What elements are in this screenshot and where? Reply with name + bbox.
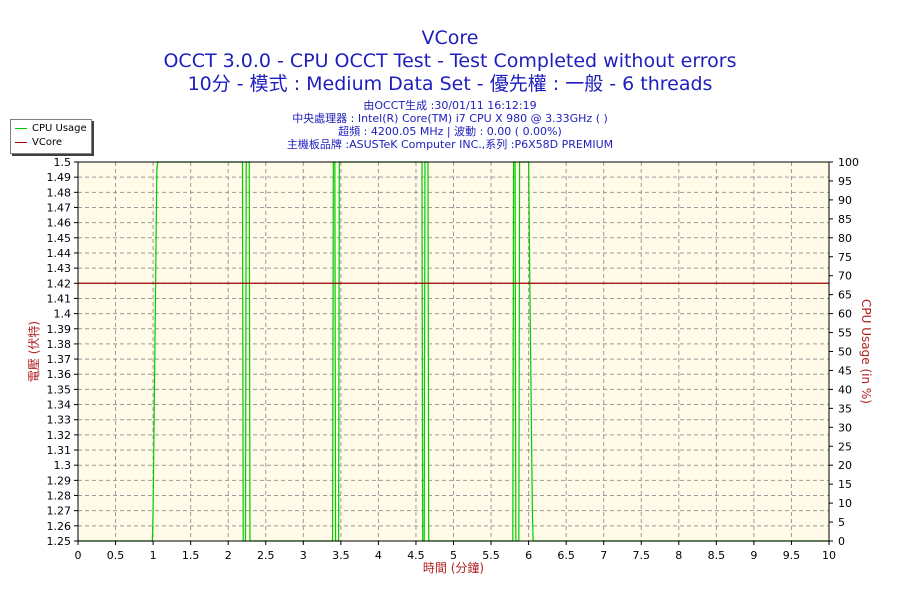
x-tick-label: 1: [150, 549, 157, 562]
y-left-tick-label: 1.43: [47, 262, 72, 275]
y-left-tick-label: 1.34: [47, 399, 72, 412]
y-left-tick-label: 1.44: [47, 247, 72, 260]
y-left-tick-label: 1.48: [47, 186, 72, 199]
y-left-tick-label: 1.4: [54, 308, 72, 321]
x-tick-label: 6: [525, 549, 532, 562]
y-left-tick-label: 1.41: [47, 292, 72, 305]
y-left-tick-label: 1.5: [54, 156, 72, 169]
y-right-tick-label: 65: [838, 289, 852, 302]
y-left-tick-label: 1.36: [47, 368, 72, 381]
y-left-tick-label: 1.27: [47, 505, 72, 518]
x-axis-label: 時間 (分鐘): [423, 560, 484, 575]
overclock-info-line: 超頻 : 4200.05 MHz | 波動 : 0.00 ( 0.00%): [338, 125, 562, 138]
x-tick-label: 6.5: [557, 549, 575, 562]
y-left-tick-label: 1.42: [47, 277, 72, 290]
chart-subtitle-mode-info: 10分 - 模式 : Medium Data Set - 優先權 : 一般 - …: [187, 73, 713, 95]
y-left-tick-label: 1.49: [47, 171, 72, 184]
y-right-tick-label: 80: [838, 232, 852, 245]
y-right-tick-label: 90: [838, 194, 852, 207]
x-tick-label: 4: [375, 549, 382, 562]
generated-by-line: 由OCCT生成 :30/01/11 16:12:19: [363, 99, 537, 112]
y-right-tick-label: 95: [838, 175, 852, 188]
x-tick-label: 5: [450, 549, 457, 562]
grid-lines: [78, 162, 829, 541]
x-tick-label: 1.5: [182, 549, 200, 562]
x-tick-label: 3.5: [332, 549, 350, 562]
chart-subtitle-test-info: OCCT 3.0.0 - CPU OCCT Test - Test Comple…: [163, 50, 737, 72]
x-tick-label: 0.5: [107, 549, 125, 562]
y-left-tick-label: 1.33: [47, 414, 72, 427]
y-left-tick-label: 1.38: [47, 338, 72, 351]
y-right-tick-label: 30: [838, 421, 852, 434]
y-left-tick-label: 1.37: [47, 353, 72, 366]
x-tick-label: 7.5: [633, 549, 651, 562]
y-left-tick-label: 1.29: [47, 474, 72, 487]
x-tick-label: 2: [225, 549, 232, 562]
y-left-tick-label: 1.28: [47, 490, 72, 503]
y-right-tick-label: 55: [838, 327, 852, 340]
legend-swatch-vcore: [15, 141, 27, 143]
y-left-tick-label: 1.46: [47, 217, 72, 230]
legend-swatch-cpu-usage: [15, 127, 27, 129]
x-tick-label: 8: [675, 549, 682, 562]
y-left-tick-label: 1.32: [47, 429, 72, 442]
y-left-tick-label: 1.26: [47, 520, 72, 533]
motherboard-info-line: 主機板品牌 :ASUSTeK Computer INC.,系列 :P6X58D …: [286, 138, 614, 151]
chart-legend: CPU Usage VCore: [10, 119, 92, 154]
x-tick-label: 7: [600, 549, 607, 562]
y-right-tick-label: 25: [838, 440, 852, 453]
x-tick-label: 5.5: [482, 549, 500, 562]
x-tick-label: 3: [300, 549, 307, 562]
y-axis-left-label: 電壓 (伏特): [26, 321, 41, 382]
y-left-tick-label: 1.45: [47, 232, 72, 245]
y-left-tick-label: 1.39: [47, 323, 72, 336]
x-tick-label: 10: [822, 549, 836, 562]
y-right-tick-label: 15: [838, 478, 852, 491]
y-right-tick-label: 5: [838, 516, 845, 529]
legend-item-vcore: VCore: [15, 137, 62, 150]
axes: 0 0.5 1 1.5 2 2.5 3 3.5 4 4.5 5 5.5 6 6.5 7 7.5 8 8.5 9 9.5…: [47, 156, 860, 562]
y-right-tick-label: 75: [838, 251, 852, 264]
y-right-tick-label: 60: [838, 308, 852, 321]
y-left-tick-label: 1.31: [47, 444, 72, 457]
y-right-tick-label: 45: [838, 364, 852, 377]
y-right-tick-label: 35: [838, 402, 852, 415]
legend-label-vcore: VCore: [32, 137, 62, 148]
x-tick-label: 9.5: [783, 549, 801, 562]
x-tick-label: 8.5: [708, 549, 726, 562]
x-tick-label: 4.5: [407, 549, 425, 562]
y-right-tick-label: 40: [838, 383, 852, 396]
title-block: VCore OCCT 3.0.0 - CPU OCCT Test - Test …: [0, 0, 900, 151]
x-tick-label: 9: [750, 549, 757, 562]
y-axis-right-label: CPU Usage (in %): [859, 299, 873, 404]
y-left-tick-label: 1.25: [47, 535, 72, 548]
x-tick-label: 0: [75, 549, 82, 562]
y-right-tick-label: 0: [838, 535, 845, 548]
legend-label-cpu-usage: CPU Usage: [32, 123, 87, 134]
y-right-tick-label: 100: [838, 156, 859, 169]
x-tick-label: 2.5: [257, 549, 275, 562]
cpu-info-line: 中央處理器 : Intel(R) Core(TM) i7 CPU X 980 @…: [292, 112, 608, 125]
y-right-tick-label: 10: [838, 497, 852, 510]
y-right-tick-label: 20: [838, 459, 852, 472]
chart-title: VCore: [421, 27, 479, 49]
y-right-tick-label: 85: [838, 213, 852, 226]
y-right-tick-label: 50: [838, 346, 852, 359]
y-left-tick-label: 1.3: [54, 459, 72, 472]
y-left-tick-label: 1.35: [47, 383, 72, 396]
y-right-tick-label: 70: [838, 270, 852, 283]
y-left-tick-label: 1.47: [47, 201, 72, 214]
legend-item-cpu-usage: CPU Usage: [15, 123, 87, 136]
